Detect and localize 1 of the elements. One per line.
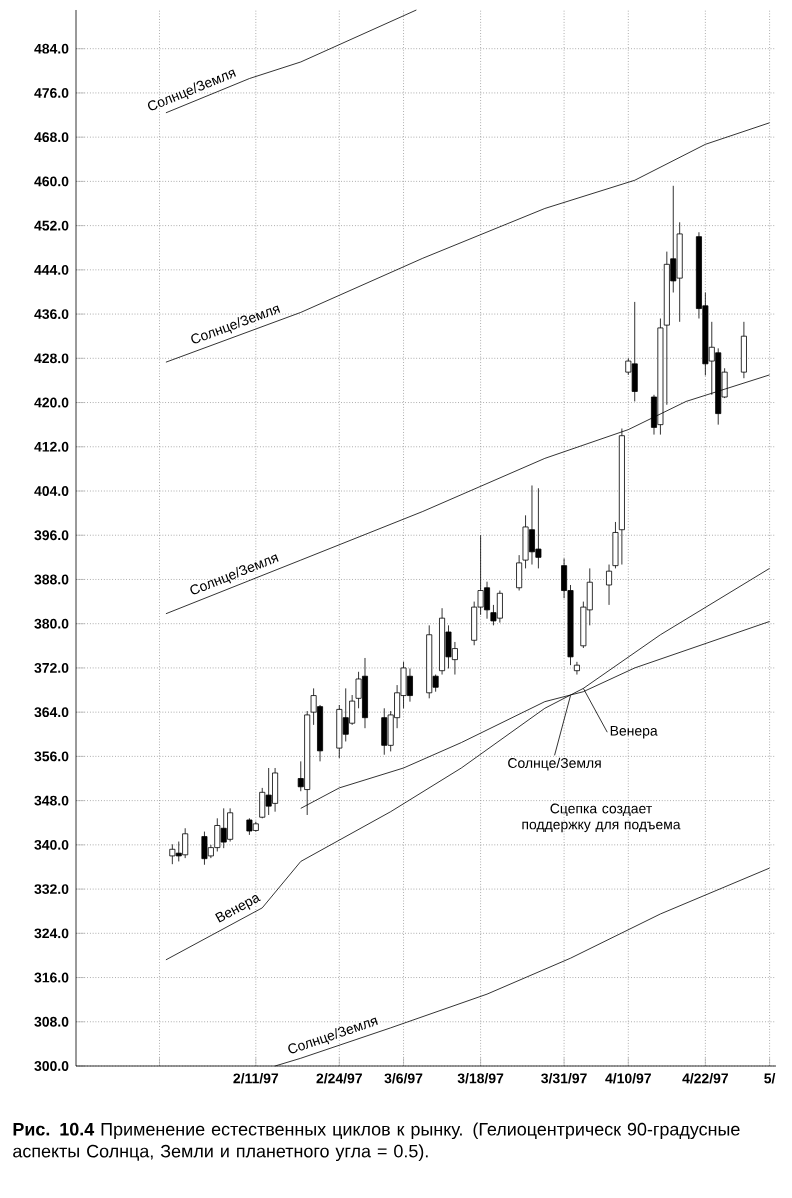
text: Рис. 10.4 Применение естественных циклов к рынку. (Гелиоцентрическ 90-градусные аспекты Солнца, Земли и планетного угла = 0.5). [13,1122,740,1162]
